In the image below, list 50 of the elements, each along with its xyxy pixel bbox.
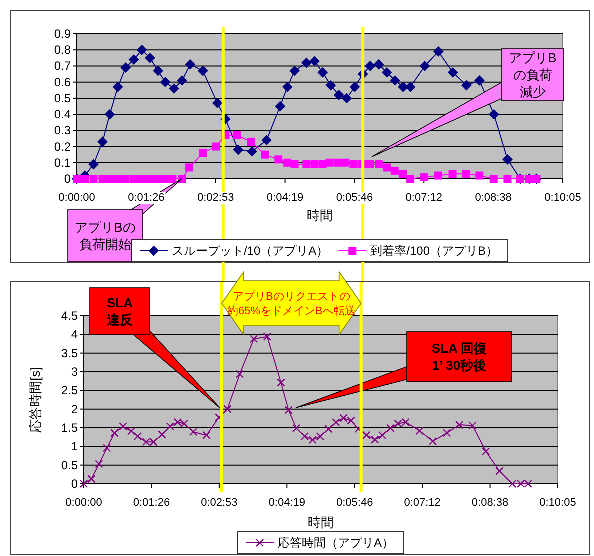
y-tick-label: 0.7: [54, 59, 72, 74]
y-tick-label: 0.8: [54, 43, 72, 58]
y-tick-label: 1.5: [61, 421, 78, 435]
x-tick-label: 0:02:53: [198, 192, 234, 204]
annotation: SLA 違反: [106, 296, 134, 328]
x-tick-label: 0:07:12: [406, 192, 442, 204]
x-tick-label: 0:00:00: [66, 497, 102, 509]
x-tick-label: 0:01:26: [133, 497, 170, 509]
x-tick-label: 0:07:12: [404, 497, 441, 509]
y-tick-label: 4.5: [61, 309, 78, 323]
y-tick-label: 3: [71, 365, 78, 379]
callout: アプリBの負荷減少: [372, 48, 564, 158]
y-tick-label: 0.5: [61, 458, 78, 472]
arrow: アプリBのリクエストの約65%をドメインBへ転送: [221, 270, 362, 336]
x-tick-label: 0:10:05: [540, 497, 576, 509]
x-tick-label: 0:02:53: [201, 497, 238, 509]
x-tick-label: 0:05:46: [336, 497, 374, 509]
legend-label: 到着率/100（アプリB）: [370, 244, 498, 258]
x-tick-label: 0:08:38: [475, 192, 512, 204]
annotation: アプリBのリクエストの約65%をドメインBへ転送: [227, 290, 356, 318]
y-tick-label: 0: [71, 477, 78, 491]
y-tick-label: 0.6: [54, 75, 72, 90]
y-axis-title: 応答時間[s]: [28, 367, 43, 433]
callout: SLA 回復 1’ 30秒後: [296, 332, 512, 408]
y-tick-label: 0.4: [54, 108, 72, 122]
y-tick-label: 2.5: [61, 384, 78, 398]
y-tick-label: 1: [71, 440, 78, 454]
x-tick-label: 0:10:05: [544, 192, 582, 204]
x-tick-label: 0:01:26: [128, 192, 165, 204]
legend-label: 応答時間（アプリA）: [278, 536, 394, 550]
x-tick-label: 0:00:00: [58, 192, 96, 204]
annotation: アプリBの負荷減少: [509, 50, 557, 100]
y-tick-label: 0.2: [54, 140, 72, 154]
x-tick-label: 0:04:19: [268, 497, 306, 509]
x-axis-title: 時間: [308, 515, 334, 530]
y-tick-label: 3.5: [61, 346, 78, 360]
y-tick-label: 2: [71, 402, 78, 416]
x-tick-label: 0:08:38: [472, 497, 509, 509]
legend-label: スループット/10（アプリA）: [172, 244, 329, 258]
y-tick-label: 0.3: [54, 124, 72, 138]
y-tick-label: 0.1: [54, 156, 72, 170]
y-tick-label: 0: [64, 172, 72, 186]
x-tick-label: 0:05:46: [336, 192, 374, 204]
x-axis-title: 時間: [307, 208, 333, 223]
y-tick-label: 4: [71, 328, 78, 342]
y-tick-label: 0.5: [54, 91, 72, 106]
callout: SLA 違反: [90, 288, 222, 410]
x-tick-label: 0:04:19: [266, 192, 304, 204]
y-tick-label: 0.9: [54, 27, 72, 41]
annotation: SLA 回復 1’ 30秒後: [432, 341, 488, 373]
